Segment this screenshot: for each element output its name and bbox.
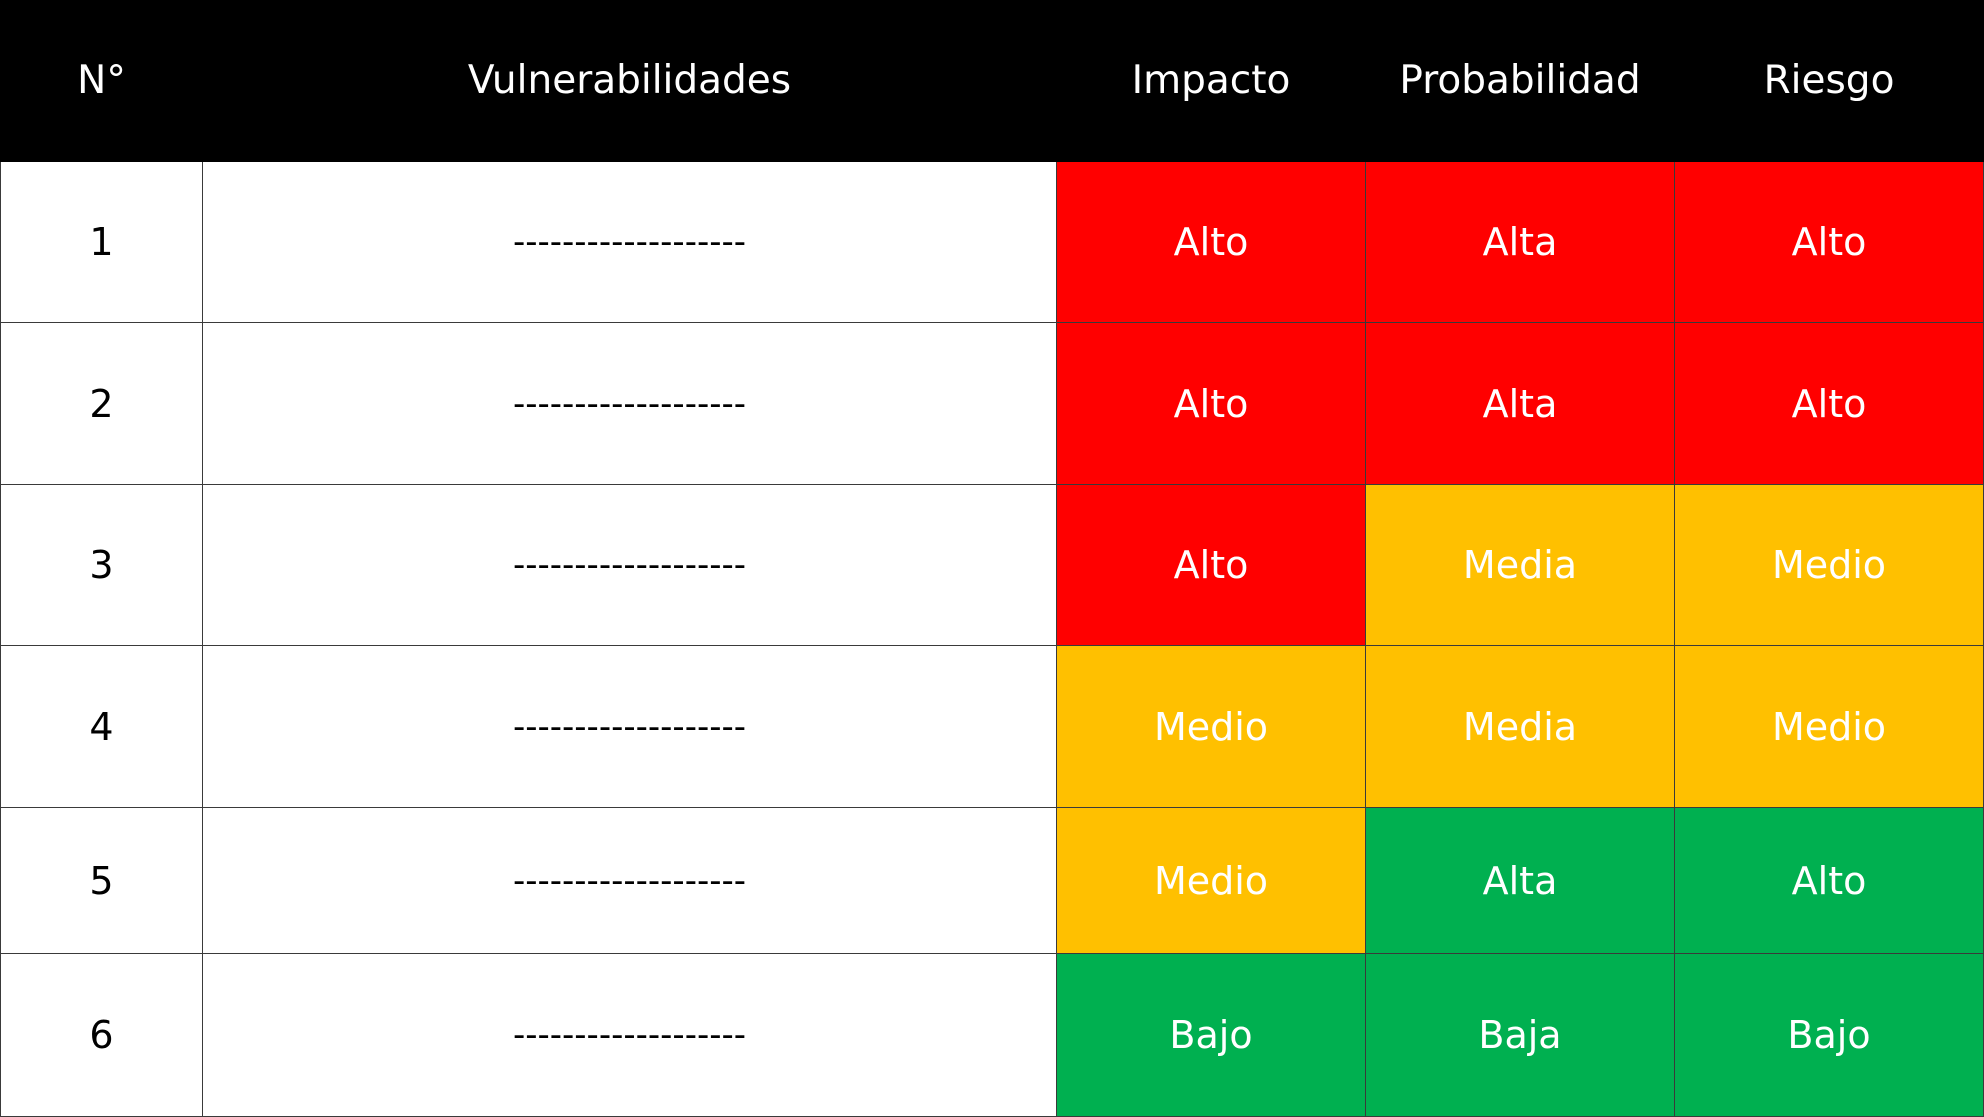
vulnerability-cell: ------------------- [203,323,1057,485]
header-vulnerabilities: Vulnerabilidades [203,0,1057,162]
vulnerability-cell: ------------------- [203,954,1057,1117]
probability-cell: Baja [1366,954,1675,1117]
vulnerability-cell: ------------------- [203,808,1057,954]
risk-cell: Bajo [1675,954,1984,1117]
row-number: 1 [0,162,203,323]
row-number: 4 [0,646,203,808]
probability-cell: Media [1366,646,1675,808]
row-number: 3 [0,485,203,646]
impact-cell: Alto [1057,162,1366,323]
risk-cell: Alto [1675,808,1984,954]
impact-cell: Alto [1057,323,1366,485]
probability-cell: Alta [1366,162,1675,323]
risk-cell: Alto [1675,162,1984,323]
impact-cell: Medio [1057,808,1366,954]
risk-cell: Alto [1675,323,1984,485]
row-number: 2 [0,323,203,485]
impact-cell: Alto [1057,485,1366,646]
vulnerability-cell: ------------------- [203,162,1057,323]
row-number: 6 [0,954,203,1117]
probability-cell: Alta [1366,808,1675,954]
header-impact: Impacto [1057,0,1366,162]
impact-cell: Bajo [1057,954,1366,1117]
vulnerability-cell: ------------------- [203,646,1057,808]
vulnerability-cell: ------------------- [203,485,1057,646]
header-risk: Riesgo [1675,0,1984,162]
header-number: N° [0,0,203,162]
risk-cell: Medio [1675,646,1984,808]
header-probability: Probabilidad [1366,0,1675,162]
impact-cell: Medio [1057,646,1366,808]
probability-cell: Media [1366,485,1675,646]
row-number: 5 [0,808,203,954]
risk-cell: Medio [1675,485,1984,646]
probability-cell: Alta [1366,323,1675,485]
